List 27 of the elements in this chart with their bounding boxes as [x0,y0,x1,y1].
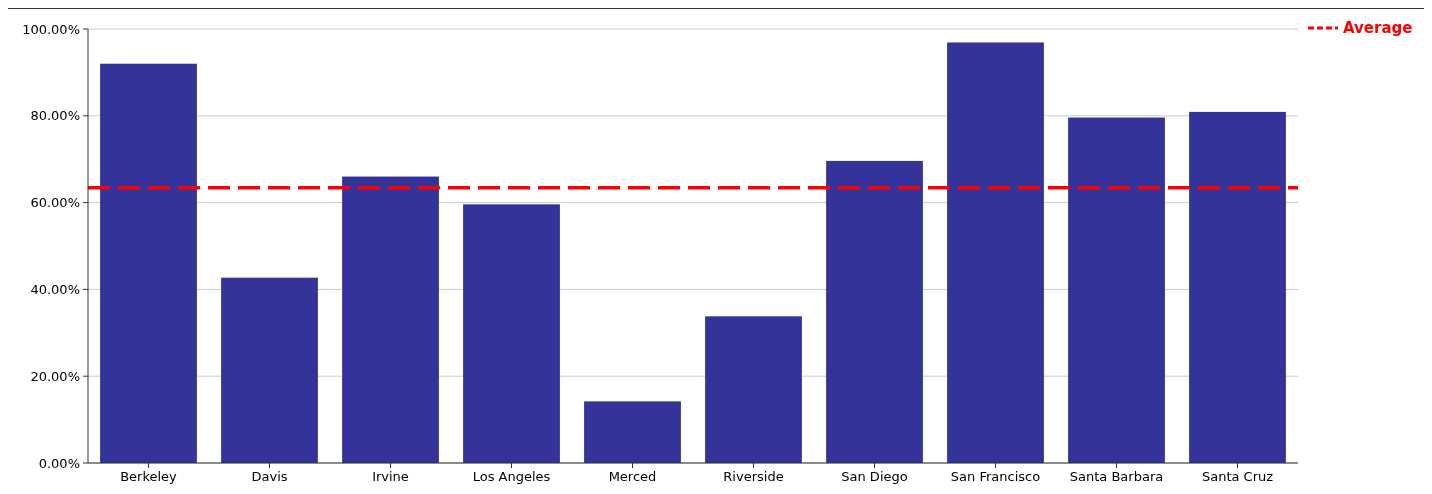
y-tick-label: 60.00% [30,195,80,211]
y-tick-label: 80.00% [30,108,80,124]
x-tick-label: Davis [251,469,288,484]
x-tick-label: San Diego [841,469,908,484]
y-tick-label: 100.00% [22,21,80,37]
bar [1068,117,1165,463]
bar [100,63,197,463]
x-tick-label: San Francisco [950,469,1041,484]
bar [947,42,1044,463]
bar [705,316,802,463]
legend-label: Average [1343,19,1413,38]
y-tick-label: 20.00% [30,368,80,384]
x-tick-label: Riverside [723,469,784,484]
bar [463,204,560,463]
bar [826,160,923,463]
x-tick-label: Merced [608,469,657,484]
bar [342,176,439,463]
x-tick-label: Santa Cruz [1201,469,1274,484]
x-tick-label: Santa Barbara [1069,469,1164,484]
bar [584,401,681,463]
x-tick-label: Irvine [372,469,409,484]
x-tick-label: Los Angeles [472,469,551,484]
x-tick-label: Berkeley [120,469,178,484]
bar [221,277,318,463]
y-tick-label: 0.00% [38,455,80,471]
bar [1189,111,1286,463]
y-tick-label: 40.00% [30,281,80,297]
